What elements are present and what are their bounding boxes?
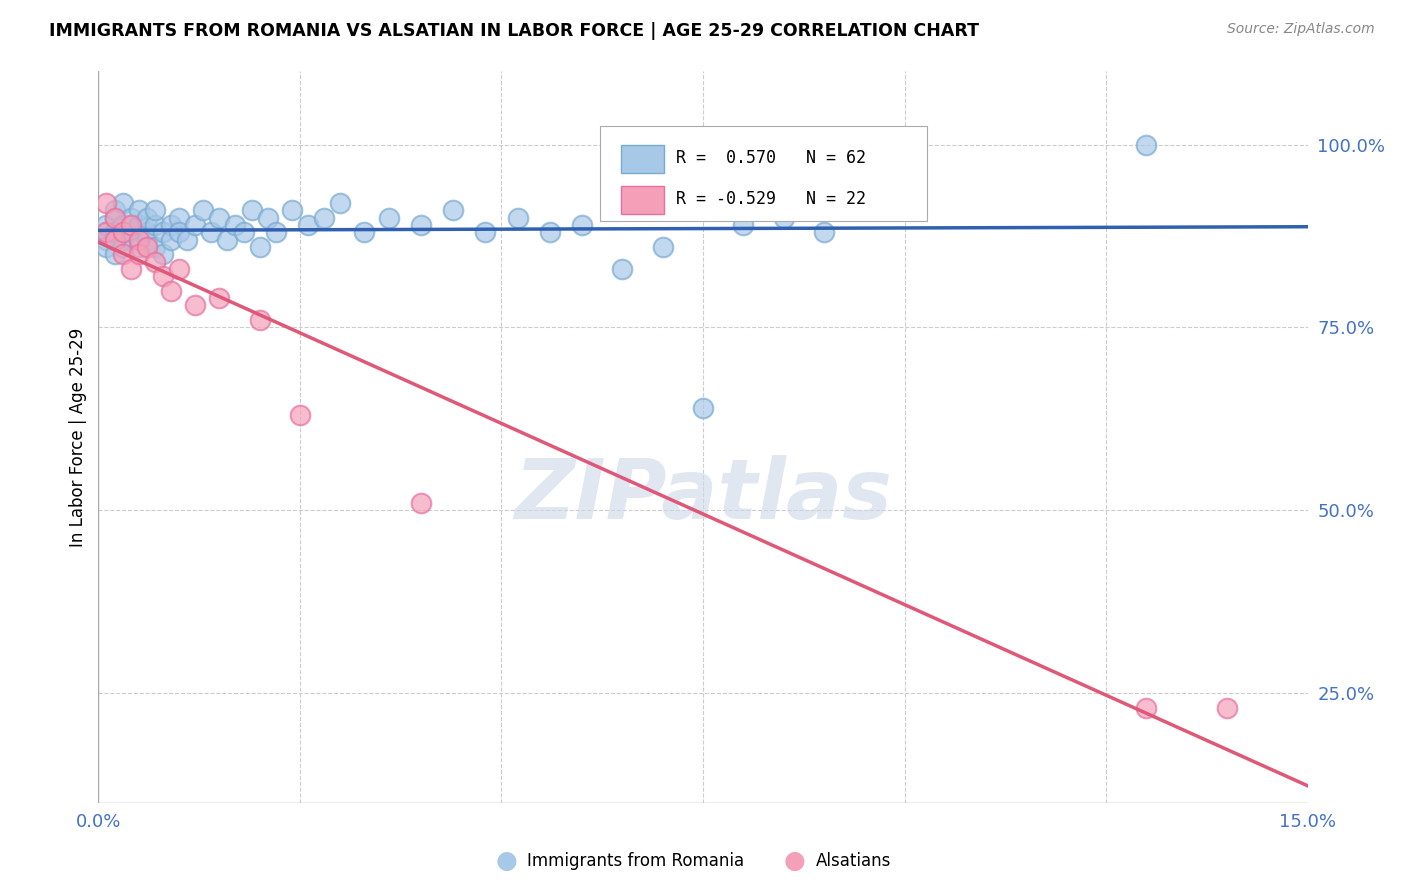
Text: ●: ● — [783, 849, 806, 872]
Point — [377, 211, 399, 225]
Point — [853, 203, 876, 218]
Point — [184, 298, 207, 312]
Point — [160, 233, 183, 247]
Point — [264, 225, 287, 239]
Point — [651, 240, 673, 254]
Point — [256, 211, 278, 225]
Point — [297, 218, 319, 232]
Point — [128, 233, 150, 247]
Point — [120, 218, 142, 232]
Text: R = -0.529   N = 22: R = -0.529 N = 22 — [676, 190, 866, 209]
Point — [128, 240, 150, 254]
Text: ZIPatlas: ZIPatlas — [515, 455, 891, 536]
Point — [240, 203, 263, 218]
Point — [96, 225, 118, 239]
Point — [103, 233, 125, 247]
Point — [111, 225, 134, 239]
Point — [176, 233, 198, 247]
Point — [135, 233, 157, 247]
Point — [772, 211, 794, 225]
Point — [193, 203, 215, 218]
Point — [692, 401, 714, 415]
Point — [160, 218, 183, 232]
Point — [103, 203, 125, 218]
Point — [506, 211, 529, 225]
Point — [128, 218, 150, 232]
Point — [96, 225, 118, 239]
Point — [111, 233, 134, 247]
Point — [813, 225, 835, 239]
Point — [409, 218, 432, 232]
Point — [167, 211, 190, 225]
Text: IMMIGRANTS FROM ROMANIA VS ALSATIAN IN LABOR FORCE | AGE 25-29 CORRELATION CHART: IMMIGRANTS FROM ROMANIA VS ALSATIAN IN L… — [49, 22, 979, 40]
Point — [120, 211, 142, 225]
Point — [612, 261, 634, 276]
Point — [1135, 700, 1157, 714]
Point — [103, 211, 125, 225]
Point — [571, 218, 593, 232]
Point — [128, 203, 150, 218]
Point — [111, 196, 134, 211]
Point — [208, 291, 231, 305]
Point — [103, 247, 125, 261]
Point — [249, 313, 271, 327]
Point — [135, 240, 157, 254]
FancyBboxPatch shape — [600, 126, 927, 221]
Point — [288, 408, 311, 422]
Point — [152, 247, 174, 261]
Point — [111, 247, 134, 261]
Point — [120, 225, 142, 239]
Point — [474, 225, 496, 239]
Point — [96, 218, 118, 232]
Point — [96, 240, 118, 254]
Point — [128, 247, 150, 261]
Point — [167, 261, 190, 276]
Point — [208, 211, 231, 225]
Point — [281, 203, 304, 218]
Point — [143, 254, 166, 268]
Point — [143, 203, 166, 218]
Point — [96, 233, 118, 247]
Point — [103, 225, 125, 239]
Point — [441, 203, 464, 218]
FancyBboxPatch shape — [621, 186, 664, 214]
Point — [120, 261, 142, 276]
Text: Source: ZipAtlas.com: Source: ZipAtlas.com — [1227, 22, 1375, 37]
Point — [249, 240, 271, 254]
Point — [160, 284, 183, 298]
Text: Alsatians: Alsatians — [815, 852, 891, 870]
Text: Immigrants from Romania: Immigrants from Romania — [527, 852, 744, 870]
Point — [143, 218, 166, 232]
Point — [538, 225, 561, 239]
Point — [1216, 700, 1239, 714]
FancyBboxPatch shape — [621, 145, 664, 173]
Point — [409, 496, 432, 510]
Point — [120, 233, 142, 247]
Point — [135, 225, 157, 239]
Point — [152, 269, 174, 284]
Point — [232, 225, 254, 239]
Point — [111, 240, 134, 254]
Point — [329, 196, 352, 211]
Point — [353, 225, 375, 239]
Point — [733, 218, 755, 232]
Point — [135, 211, 157, 225]
Text: ●: ● — [495, 849, 517, 872]
Point — [314, 211, 336, 225]
Point — [152, 225, 174, 239]
Point — [184, 218, 207, 232]
Point — [200, 225, 222, 239]
Point — [1135, 137, 1157, 152]
Point — [111, 218, 134, 232]
Point — [103, 211, 125, 225]
Point — [167, 225, 190, 239]
Point — [96, 196, 118, 211]
Y-axis label: In Labor Force | Age 25-29: In Labor Force | Age 25-29 — [69, 327, 87, 547]
Text: R =  0.570   N = 62: R = 0.570 N = 62 — [676, 149, 866, 167]
Point — [224, 218, 246, 232]
Point — [143, 240, 166, 254]
Point — [217, 233, 239, 247]
